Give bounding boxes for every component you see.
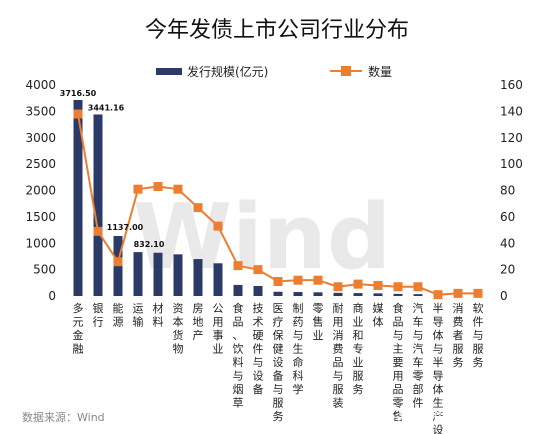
line-marker <box>273 276 283 286</box>
left-tick-label: 3000 <box>25 131 56 145</box>
line-marker <box>73 109 83 119</box>
left-axis: 0 500 1000 1500 2000 2500 3000 3500 4000 <box>25 78 56 303</box>
bar <box>353 293 363 296</box>
legend: 发行规模(亿元) 数量 <box>156 64 392 79</box>
right-tick-label: 160 <box>500 78 523 92</box>
line-marker <box>373 280 383 290</box>
bar <box>393 293 403 296</box>
left-tick-label: 2500 <box>25 157 56 171</box>
line-marker <box>313 275 323 285</box>
line-marker <box>193 203 203 213</box>
category-label: 资本货物 <box>173 302 184 356</box>
attribution-text: 资本邦ChinaIPO <box>430 410 521 424</box>
wind-watermark: Wind <box>133 185 392 290</box>
bar <box>93 114 103 296</box>
category-label: 食品与主要用品零售 <box>393 301 404 423</box>
right-tick-label: 0 <box>500 289 508 303</box>
bar <box>273 291 283 296</box>
category-label: 公用事业 <box>213 302 224 356</box>
category-label: 媒体 <box>373 302 384 329</box>
line-marker <box>333 282 343 292</box>
legend-line-marker <box>341 66 351 76</box>
right-tick-label: 60 <box>500 210 515 224</box>
bar <box>133 252 143 296</box>
data-label: 1137.00 <box>107 223 144 232</box>
right-tick-label: 140 <box>500 104 523 118</box>
left-tick-label: 2000 <box>25 184 56 198</box>
legend-bar-label: 发行规模(亿元) <box>187 64 268 79</box>
bar <box>153 252 163 296</box>
category-label: 汽车与汽车零部件 <box>413 301 424 410</box>
line-marker <box>433 290 443 300</box>
left-tick-label: 0 <box>48 289 56 303</box>
category-label: 商业和专业服务 <box>353 301 364 396</box>
line-marker <box>473 288 483 298</box>
bar <box>213 263 223 296</box>
line-marker <box>233 261 243 271</box>
bar <box>293 292 303 296</box>
category-label: 耐用消费品与服装 <box>333 302 344 410</box>
category-label: 技术硬件与设备 <box>253 302 264 396</box>
line-marker <box>293 275 303 285</box>
category-label: 零售业 <box>313 302 324 342</box>
left-tick-label: 4000 <box>25 78 56 92</box>
line-marker <box>93 226 103 236</box>
legend-bar-swatch <box>156 68 182 75</box>
category-labels: 多元金融银行能源运输材料资本货物房地产公用事业食品、饮料与烟草技术硬件与设备医疗… <box>73 301 484 434</box>
line-marker <box>453 288 463 298</box>
right-tick-label: 100 <box>500 157 523 171</box>
left-tick-label: 500 <box>33 263 56 277</box>
line-marker <box>353 279 363 289</box>
category-label: 银行 <box>93 301 104 329</box>
line-marker <box>173 184 183 194</box>
attribution-watermark: 头条 资本邦ChinaIPO <box>384 408 521 424</box>
bar <box>313 292 323 296</box>
attribution-prefix: 头条 <box>384 410 408 424</box>
bar <box>173 254 183 296</box>
category-label: 医疗保健设备与服务 <box>273 302 284 423</box>
left-tick-label: 1500 <box>25 210 56 224</box>
category-label: 房地产 <box>193 302 204 342</box>
category-label: 运输 <box>133 302 144 329</box>
bar <box>373 293 383 296</box>
category-label: 多元金融 <box>73 301 84 356</box>
bar <box>413 294 423 296</box>
line-marker <box>253 265 263 275</box>
category-label: 材料 <box>153 301 164 329</box>
category-label: 半导体与半导体生产设备 <box>433 301 444 434</box>
category-label: 食品、饮料与烟草 <box>233 301 244 410</box>
bar <box>333 292 343 296</box>
category-label: 软件与服务 <box>473 301 484 369</box>
attribution-logo-icon <box>411 408 427 424</box>
line-marker <box>413 282 423 292</box>
line-series <box>73 109 483 300</box>
line-marker <box>153 182 163 192</box>
category-label: 消费者服务 <box>453 301 464 369</box>
category-label: 制药与生命科学 <box>293 302 304 396</box>
right-tick-label: 120 <box>500 131 523 145</box>
right-tick-label: 40 <box>500 236 515 250</box>
category-label: 能源 <box>113 301 124 329</box>
bar <box>233 284 243 296</box>
source-note: 数据来源：Wind <box>22 410 105 424</box>
line-marker <box>133 184 143 194</box>
chart-title: 今年发债上市公司行业分布 <box>145 18 409 43</box>
right-tick-label: 80 <box>500 184 515 198</box>
line-marker <box>113 257 123 267</box>
bar <box>253 285 263 296</box>
left-tick-label: 3500 <box>25 104 56 118</box>
data-label: 3441.16 <box>88 103 125 112</box>
bar <box>193 259 203 296</box>
bar <box>73 99 83 297</box>
legend-line-label: 数量 <box>368 64 392 79</box>
right-tick-label: 20 <box>500 263 515 277</box>
data-labels: 3716.50 3441.16 1137.00 832.10 <box>60 89 165 249</box>
left-tick-label: 1000 <box>25 236 56 250</box>
line-marker <box>393 282 403 292</box>
data-label: 832.10 <box>134 240 165 249</box>
data-label: 3716.50 <box>60 89 97 98</box>
right-axis: 0 20 40 60 80 100 120 140 160 <box>500 78 523 303</box>
line-marker <box>213 221 223 231</box>
